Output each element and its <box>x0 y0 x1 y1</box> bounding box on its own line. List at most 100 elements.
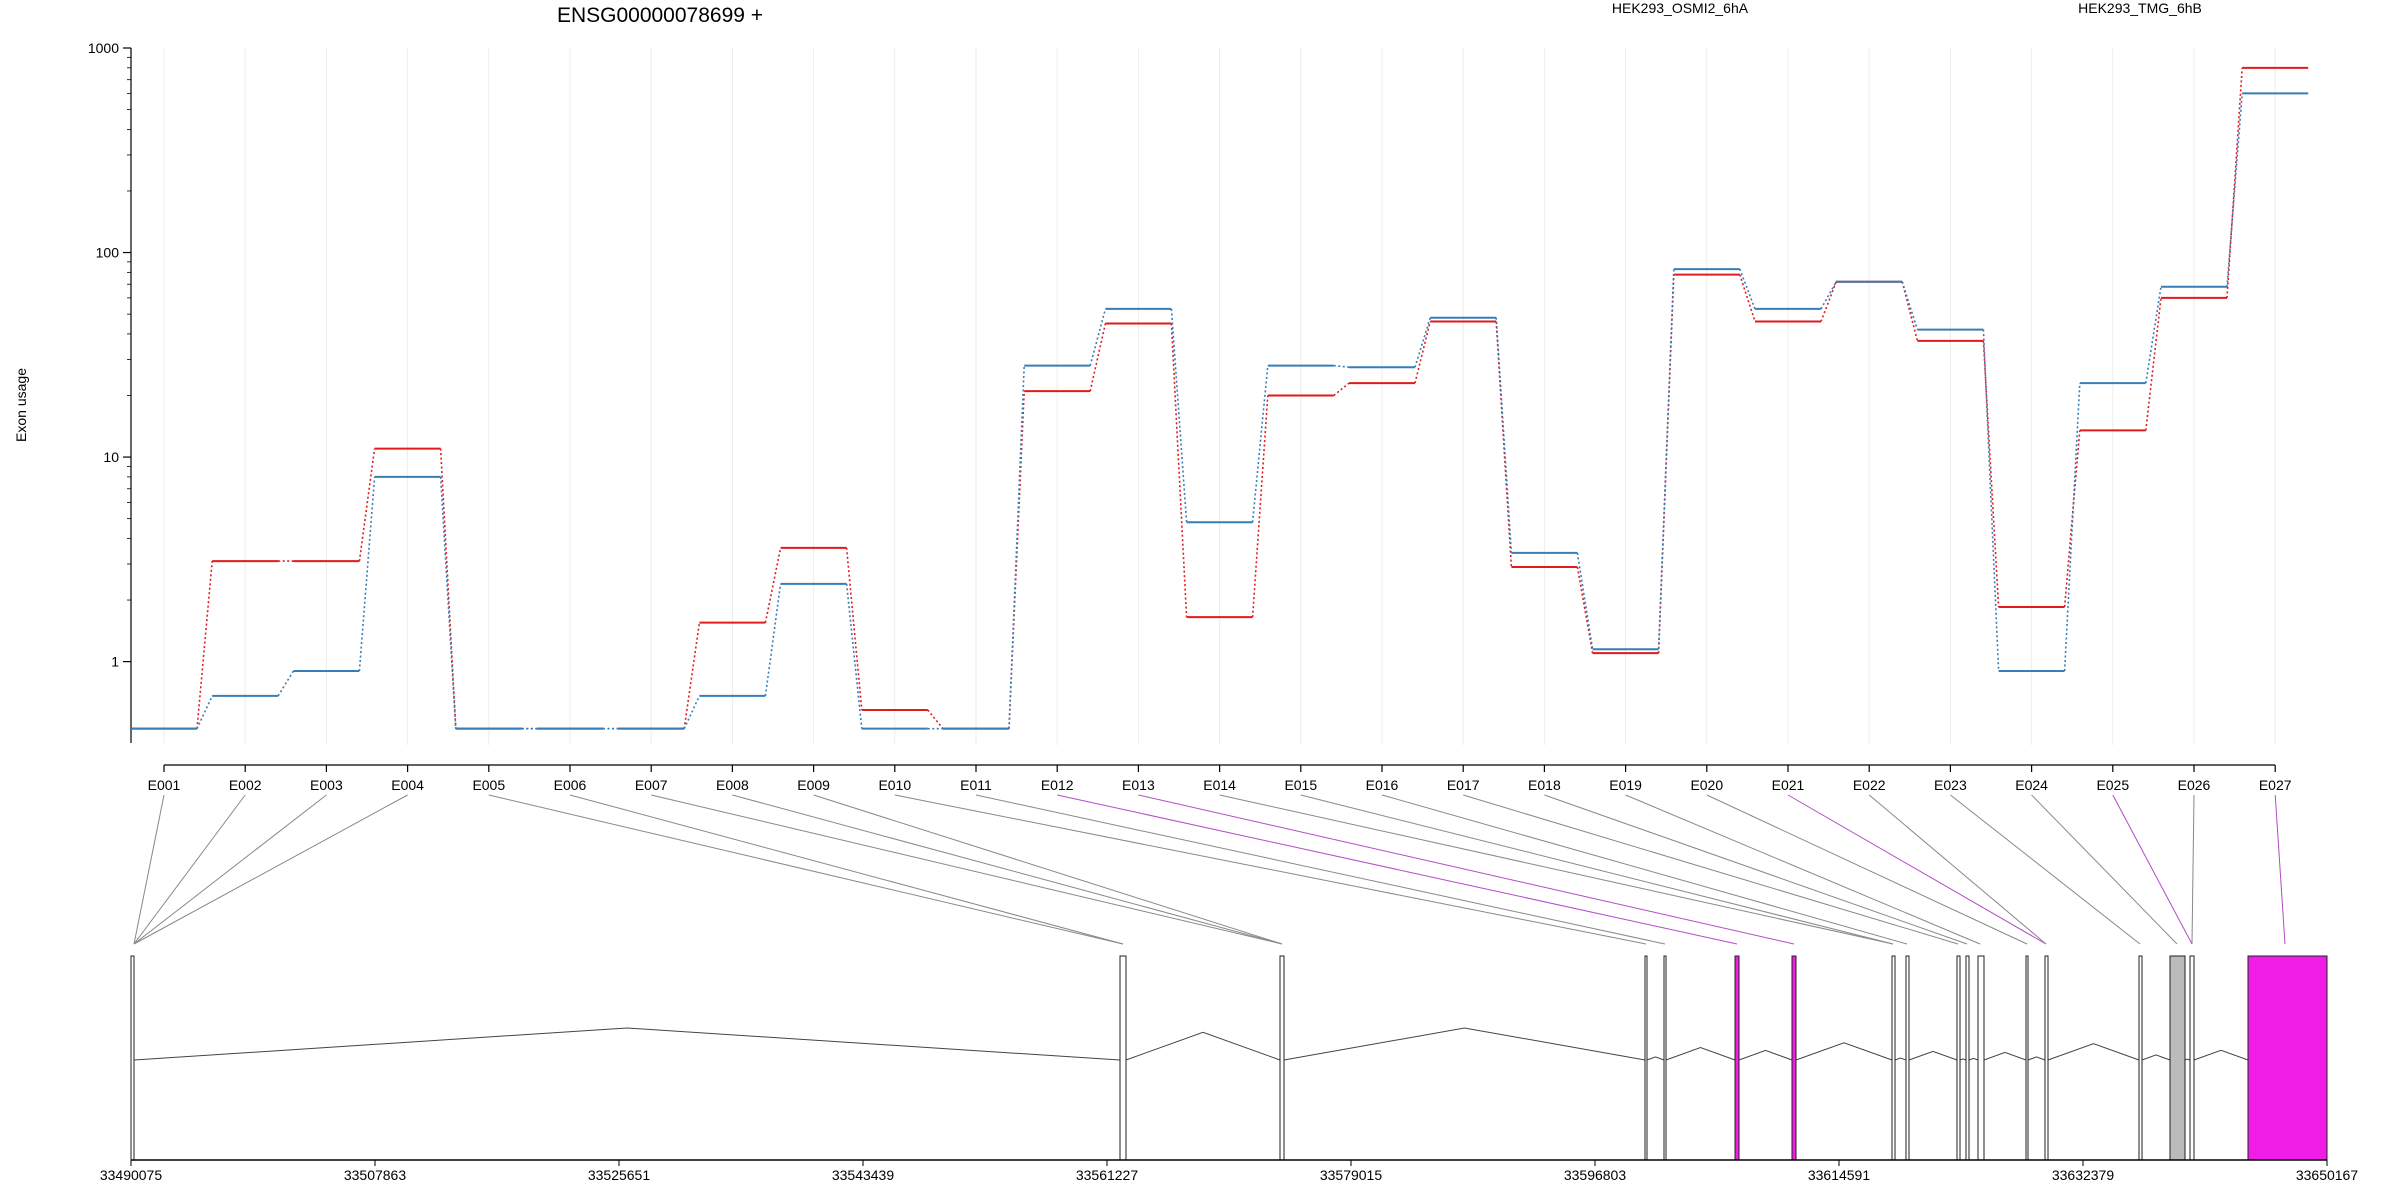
series-transition <box>1576 566 1594 654</box>
series-transition <box>1251 365 1269 523</box>
legend-entry-series-2: HEK293_TMG_6hB <box>2078 0 2202 16</box>
x-tick-label: E012 <box>1041 777 1074 793</box>
series-transition <box>277 670 295 697</box>
x-tick-label: E027 <box>2259 777 2292 793</box>
series-transition <box>196 561 213 729</box>
y-tick-label: 1000 <box>88 40 119 56</box>
x-tick-label: E010 <box>878 777 911 793</box>
intron-line <box>1125 1031 1281 1061</box>
series-transition <box>1414 321 1431 384</box>
series-transition <box>1901 281 1919 330</box>
x-tick-label: E009 <box>797 777 830 793</box>
position-label: 33490075 <box>100 1167 163 1183</box>
x-tick-label: E005 <box>472 777 505 793</box>
x-tick-label: E015 <box>1284 777 1317 793</box>
series-transition <box>1089 308 1107 366</box>
exon-connector <box>732 794 1283 945</box>
exon-connector <box>1950 794 2141 945</box>
series-transition <box>439 448 457 729</box>
intron-line <box>2027 1056 2046 1061</box>
exon-box <box>1905 955 1910 1161</box>
series-transition <box>1982 329 2000 672</box>
x-tick-label: E007 <box>635 777 668 793</box>
intron-line <box>133 1027 1121 1061</box>
position-label: 33650167 <box>2296 1167 2359 1183</box>
exon-connector <box>1787 794 2047 945</box>
genomic-position-axis: 33490075 33507863 33525651 33543439 33561227… <box>100 1159 2359 1183</box>
position-label: 33543439 <box>832 1167 895 1183</box>
x-tick-label: E006 <box>554 777 587 793</box>
position-label: 33525651 <box>588 1167 651 1183</box>
series-transition <box>764 547 782 623</box>
x-tick-label: E002 <box>229 777 262 793</box>
chart-title: ENSG00000078699 + <box>557 4 763 27</box>
series-transition <box>358 448 376 562</box>
exon-connector <box>1868 794 2047 945</box>
exon-box <box>2025 955 2029 1161</box>
x-tick-label: E024 <box>2015 777 2048 793</box>
exon-box <box>1965 955 1970 1161</box>
exon-connector <box>2031 794 2178 945</box>
series-transition <box>1008 365 1025 729</box>
series-transition <box>1089 323 1107 392</box>
exon-connector <box>1625 794 1981 945</box>
exon-connector <box>1463 794 1959 945</box>
exon-connector <box>2274 794 2286 945</box>
exon-box <box>1977 955 1985 1161</box>
exon-box <box>1279 955 1285 1161</box>
exon-box <box>2138 955 2143 1161</box>
x-tick-label: E026 <box>2178 777 2211 793</box>
x-gridlines <box>163 48 2276 745</box>
exon-connector <box>1300 794 1894 945</box>
x-tick-label: E022 <box>1853 777 1886 793</box>
x-tick-label: E018 <box>1528 777 1561 793</box>
exon-connector <box>569 794 1124 945</box>
exon-box <box>1644 955 1648 1161</box>
y-axis-label: Exon usage <box>13 368 29 442</box>
series-2 <box>131 92 2309 730</box>
exon-connector <box>975 794 1666 945</box>
x-tick-label: E020 <box>1690 777 1723 793</box>
intron-line <box>1908 1050 1958 1061</box>
series-transition <box>358 476 376 672</box>
x-tick-label: E017 <box>1447 777 1480 793</box>
legend-entry-series-1: HEK293_OSMI2_6hA <box>1612 0 1749 16</box>
series-layer <box>131 66 2309 730</box>
series-transition <box>1820 281 1837 322</box>
exon-box <box>1956 955 1961 1161</box>
position-label: 33596803 <box>1564 1167 1627 1183</box>
exon-connector <box>1138 794 1795 945</box>
x-tick-label: E021 <box>1772 777 1805 793</box>
exon-connector <box>2191 794 2195 945</box>
exon-connector <box>133 794 246 945</box>
intron-line <box>2141 1054 2171 1061</box>
x-axis: E001 E002 E003 E004 E005 E006 E007 E008 E009 E010… <box>148 764 2292 793</box>
exon-box <box>1891 955 1896 1161</box>
exon-connector <box>1544 794 1968 945</box>
series-transition <box>1820 281 1837 310</box>
series-transition <box>1495 317 1513 553</box>
exon-connector <box>1219 794 1894 945</box>
series-transition <box>2145 286 2162 384</box>
series-transition <box>1170 323 1188 618</box>
exon-connector <box>894 794 1647 945</box>
position-label: 33632379 <box>2052 1167 2115 1183</box>
exon-box <box>1791 955 1797 1161</box>
exon-box <box>2044 955 2049 1161</box>
position-label: 33561227 <box>1076 1167 1139 1183</box>
position-label: 33614591 <box>1808 1167 1871 1183</box>
series-transition <box>1739 268 1756 310</box>
x-tick-label: E019 <box>1609 777 1642 793</box>
x-tick-label: E016 <box>1366 777 1399 793</box>
exon-connector <box>1381 794 1908 945</box>
series-transition <box>1170 308 1188 523</box>
exon-connector <box>1057 794 1738 945</box>
position-label: 33579015 <box>1320 1167 1383 1183</box>
exon-box <box>1663 955 1667 1161</box>
intron-line <box>1738 1049 1793 1061</box>
x-tick-label: E014 <box>1203 777 1236 793</box>
exon-connector <box>133 794 408 945</box>
series-transition <box>1251 395 1269 618</box>
exon-connector <box>133 794 327 945</box>
